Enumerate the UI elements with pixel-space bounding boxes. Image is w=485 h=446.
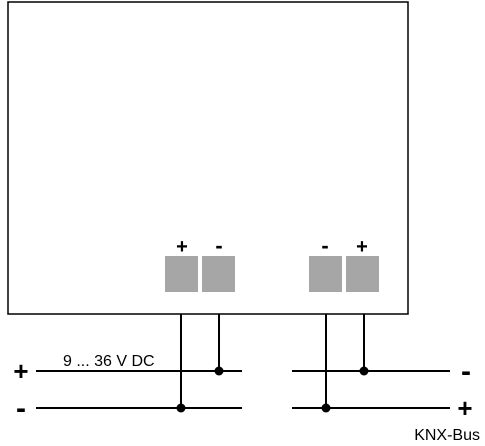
bus-minus-sign: - xyxy=(461,355,471,388)
terminal-bus-minus xyxy=(309,256,342,292)
supply-plus-sign: + xyxy=(13,356,28,386)
junction-bus-minus xyxy=(321,403,331,413)
terminal-supply-minus xyxy=(202,256,235,292)
terminal-label-bus-minus: - xyxy=(321,233,328,258)
bus-name-label: KNX-Bus xyxy=(414,427,480,444)
terminal-label-supply-plus: + xyxy=(176,236,188,258)
terminal-label-supply-minus: - xyxy=(215,233,222,258)
junction-bus-plus xyxy=(359,366,369,376)
terminal-bus-plus xyxy=(346,256,379,292)
supply-minus-sign: - xyxy=(16,392,26,425)
junction-supply-plus xyxy=(176,403,186,413)
junction-supply-minus xyxy=(214,366,224,376)
terminal-label-bus-plus: + xyxy=(356,236,368,258)
terminal-supply-plus xyxy=(165,256,198,292)
bus-plus-sign: + xyxy=(457,393,472,423)
supply-voltage-label: 9 ... 36 V DC xyxy=(63,353,155,370)
